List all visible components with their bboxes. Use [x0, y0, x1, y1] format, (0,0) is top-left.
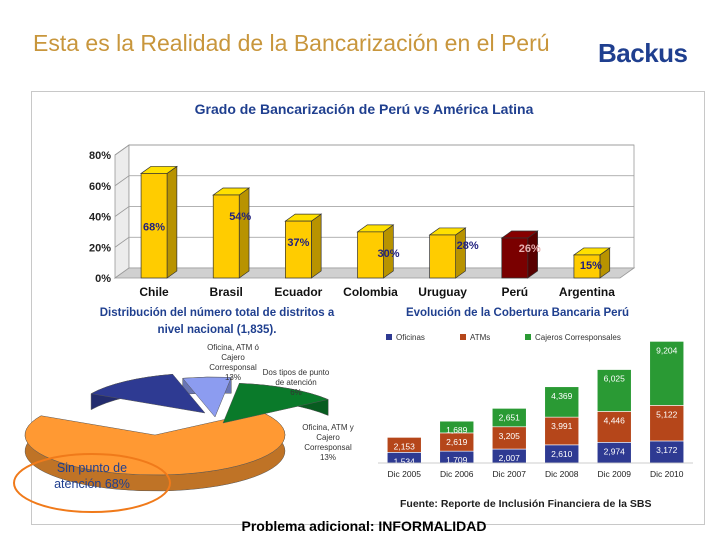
bar-chile — [139, 165, 178, 279]
stack-value-label: 2,007 — [499, 453, 521, 463]
pie-slice-label: Oficina, ATM y Cajero Corresponsal 13% — [302, 423, 353, 462]
bar-data-label: 15% — [580, 260, 602, 272]
gridline — [114, 144, 634, 156]
stack-value-label: 3,991 — [551, 421, 573, 431]
bar-front — [501, 237, 529, 279]
y-tick-label: 60% — [89, 181, 111, 193]
gridline — [114, 175, 634, 187]
x-category-label: Dic 2007 — [492, 469, 526, 479]
legend-label: Oficinas — [396, 333, 425, 342]
stack-value-label: 6,025 — [604, 374, 626, 384]
stack-value-label: 1,709 — [446, 455, 468, 465]
legend-swatch — [525, 334, 531, 340]
stack-value-label: 5,122 — [656, 409, 678, 419]
x-category-label: Dic 2008 — [545, 469, 579, 479]
bar-brasil — [212, 187, 251, 279]
pie-slice — [24, 411, 286, 492]
x-category-label: Brasil — [210, 285, 243, 299]
bar-ecuador — [284, 213, 323, 279]
x-category-label: Chile — [139, 285, 169, 299]
bar-data-label: 30% — [377, 248, 399, 260]
stack-value-label: 2,619 — [446, 437, 468, 447]
stack-value-label: 1,534 — [394, 456, 416, 466]
bar-perú — [500, 230, 539, 279]
bar-chart-title: Grado de Bancarización de Perú vs Améric… — [194, 101, 534, 117]
stack-segment — [596, 369, 632, 412]
pie-slice-top — [182, 376, 232, 418]
bar-front — [357, 231, 384, 279]
pie-slice-label: Dos tipos de punto de atención 6% — [263, 368, 330, 397]
pie-label-sin-punto: Sin punto de atención 68% — [54, 461, 130, 491]
pie-slice-top — [24, 411, 286, 476]
stack-value-label: 2,974 — [604, 446, 626, 456]
footer-text: Problema adicional: INFORMALIDAD — [241, 518, 487, 534]
x-category-label: Perú — [501, 285, 528, 299]
legend-swatch — [386, 334, 392, 340]
bar-argentina — [572, 247, 611, 279]
x-category-label: Uruguay — [418, 285, 467, 299]
stack-segment — [439, 420, 475, 434]
bar-front — [573, 254, 601, 279]
coverage-chart-title: Evolución de la Cobertura Bancaria Perú — [405, 307, 630, 319]
y-tick-label: 40% — [89, 212, 111, 224]
bar-front — [429, 234, 456, 279]
stack-segment — [491, 408, 527, 428]
stack-segment — [544, 386, 580, 418]
pie-slice-top — [222, 383, 329, 424]
stack-segment — [596, 411, 632, 443]
stack-value-label: 2,153 — [394, 441, 416, 451]
stack-segment — [386, 437, 422, 453]
gridline — [114, 206, 634, 217]
bar-front — [285, 220, 312, 279]
pie-slice-top — [90, 373, 206, 414]
bar-data-label: 54% — [229, 211, 251, 223]
stack-value-label: 4,446 — [604, 415, 626, 425]
y-tick-label: 0% — [95, 273, 111, 285]
legend-label: Cajeros Corresponsales — [535, 333, 621, 342]
x-category-label: Argentina — [559, 285, 615, 299]
stack-segment — [649, 341, 685, 406]
stack-value-label: 4,369 — [551, 391, 573, 401]
stack-value-label: 2,651 — [499, 412, 521, 422]
legend-swatch — [460, 334, 466, 340]
x-category-label: Dic 2006 — [440, 469, 474, 479]
backus-logo: Backus — [598, 38, 688, 68]
pie-slice-label: Oficina, ATM ó Cajero Corresponsal 13% — [207, 343, 259, 382]
stack-segment — [649, 405, 685, 442]
x-category-label: Colombia — [343, 285, 398, 299]
stack-value-label: 1,689 — [446, 425, 468, 435]
source-note: Fuente: Reporte de Inclusión Financiera … — [400, 498, 652, 510]
y-tick-label: 20% — [89, 242, 111, 254]
stack-value-label: 3,172 — [656, 445, 678, 455]
pie-slice — [90, 373, 206, 414]
bar-data-label: 26% — [519, 243, 541, 255]
highlight-circle — [13, 453, 171, 513]
bar-data-label: 68% — [143, 221, 165, 233]
stack-value-label: 2,610 — [551, 449, 573, 459]
pie-slice — [182, 376, 232, 418]
bar-colombia — [356, 224, 395, 279]
bar-data-label: 37% — [287, 237, 309, 249]
x-category-label: Dic 2010 — [650, 469, 684, 479]
bar-data-label: 28% — [457, 240, 479, 252]
y-tick-label: 80% — [89, 150, 111, 162]
pie-slice — [222, 383, 329, 424]
x-category-label: Ecuador — [274, 285, 322, 299]
x-category-label: Dic 2009 — [597, 469, 631, 479]
stack-value-label: 9,204 — [656, 345, 678, 355]
pie-chart-title: Distribución del número total de distrit… — [99, 307, 335, 336]
bar-front — [140, 173, 168, 279]
stack-value-label: 3,205 — [499, 431, 521, 441]
legend-label: ATMs — [470, 333, 490, 342]
bar-front — [212, 194, 240, 279]
bar-uruguay — [428, 227, 467, 279]
slide-title: Esta es la Realidad de la Bancarización … — [33, 30, 550, 56]
x-category-label: Dic 2005 — [387, 469, 421, 479]
